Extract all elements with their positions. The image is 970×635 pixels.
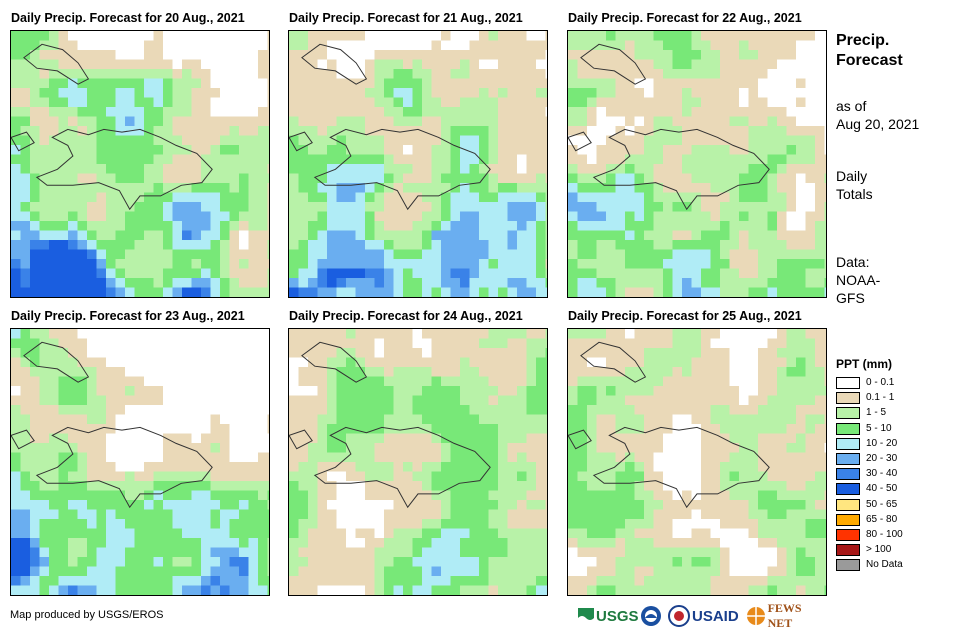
coastline-outline [568,341,770,509]
noaa-logo-icon [641,606,661,626]
daily-totals-note: Daily Totals [836,167,873,203]
legend-label: No Data [866,559,903,571]
legend-label: > 100 [866,544,892,556]
data-source-label: Data: [836,254,870,270]
legend-swatch [836,377,860,389]
coastline-outline [289,341,491,509]
legend-label: 30 - 40 [866,468,898,480]
usgs-logo: USGS [578,603,639,629]
legend-swatch [836,437,860,450]
totals-label: Totals [836,186,873,202]
forecast-map-3 [567,30,827,298]
forecast-map-4 [10,328,270,596]
noaa-logo [640,603,662,629]
usgs-wave-icon [578,608,594,624]
legend-label: 50 - 65 [866,498,898,510]
map-credit: Map produced by USGS/EROS [10,609,164,621]
legend-label: 5 - 10 [866,422,892,434]
panel-title-2: Daily Precip. Forecast for 21 Aug., 2021 [289,11,523,25]
side-title-line1: Precip. [836,32,890,49]
legend-label: 65 - 80 [866,513,898,525]
legend-label: 20 - 30 [866,453,898,464]
panel-title-3: Daily Precip. Forecast for 22 Aug., 2021 [568,11,802,25]
fewsnet-globe-icon [747,607,765,625]
legend-label: 1 - 5 [866,407,887,419]
forecast-map-1 [10,30,270,298]
panel-title-4: Daily Precip. Forecast for 23 Aug., 2021 [11,309,245,323]
legend-swatch [836,483,860,496]
as-of-value: Aug 20, 2021 [836,116,920,132]
legend-swatch [836,559,860,572]
data-source-line2: NOAA- [836,272,881,288]
legend-label: 80 - 100 [866,529,903,540]
coastline-outline [568,43,770,211]
legend-swatch [836,468,860,481]
legend-label: 40 - 50 [866,483,898,495]
legend-swatch [836,453,860,465]
panel-title-5: Daily Precip. Forecast for 24 Aug., 2021 [289,309,523,323]
as-of-label: as of [836,98,867,114]
logo-strip: USGS USAID FEWS NET [578,601,828,630]
usaid-logo: USAID [668,603,739,629]
fewsnet-logo-text: FEWS NET [767,601,802,630]
legend-swatch [836,529,860,541]
legend-swatch [836,407,860,420]
legend-swatch [836,513,860,526]
as-of-date: as of Aug 20, 2021 [836,97,919,133]
side-title-line2: Forecast [836,52,903,69]
usgs-logo-text: USGS [596,607,639,625]
legend-label: 10 - 20 [866,437,898,449]
legend-title: PPT (mm) [836,357,893,371]
forecast-map-2 [288,30,548,298]
data-source-line3: GFS [836,290,865,306]
usaid-seal-icon [668,605,690,627]
coastline-outline [11,341,213,509]
forecast-map-5 [288,328,548,596]
coastline-outline [11,43,213,211]
fewsnet-logo: FEWS NET [746,601,828,630]
panel-title-6: Daily Precip. Forecast for 25 Aug., 2021 [568,309,802,323]
daily-label: Daily [836,168,868,184]
usaid-logo-text: USAID [692,607,739,625]
coastline-outline [289,43,491,211]
legend-label: 0.1 - 1 [866,392,895,404]
forecast-map-6 [567,328,827,596]
data-source: Data: NOAA- GFS [836,253,880,307]
legend-swatch [836,544,860,557]
side-title: Precip. Forecast [836,31,903,71]
panel-title-1: Daily Precip. Forecast for 20 Aug., 2021 [11,11,245,25]
legend-swatch [836,498,860,511]
legend-swatch [836,392,860,405]
legend-swatch [836,422,860,435]
legend-label: 0 - 0.1 [866,377,895,388]
